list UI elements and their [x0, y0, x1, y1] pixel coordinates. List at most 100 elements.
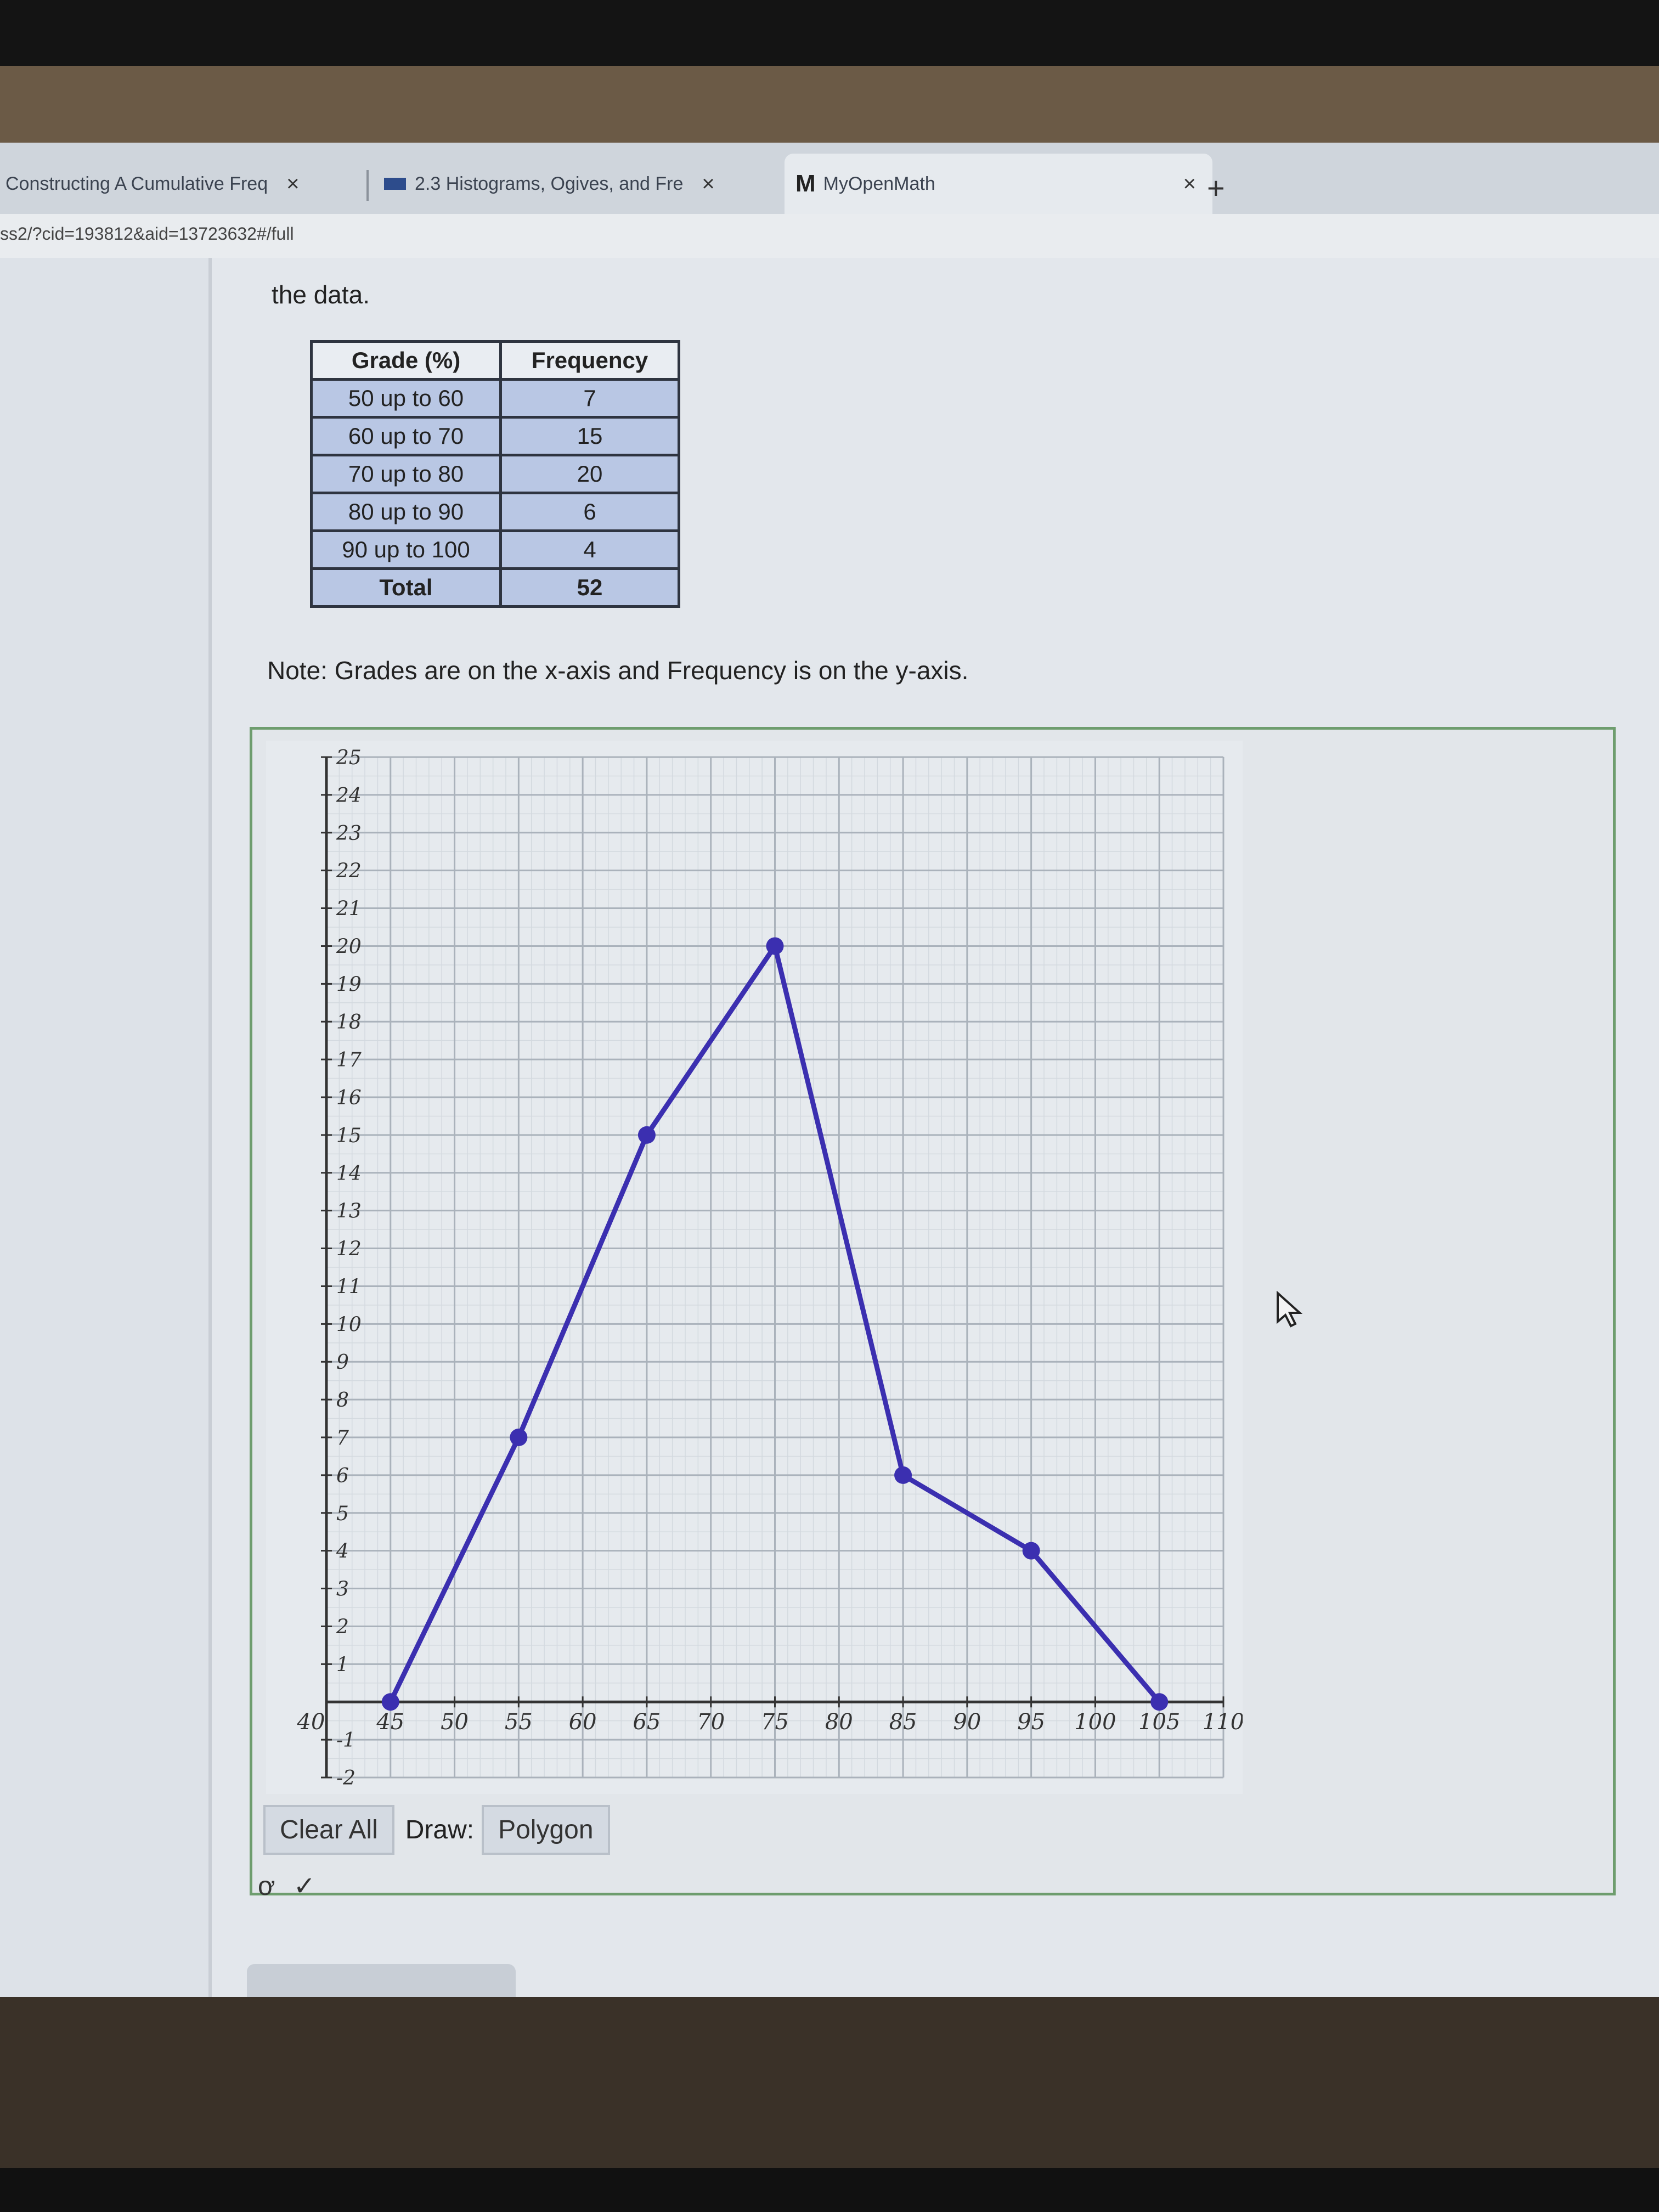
table-cell: 90 up to 100 — [310, 529, 502, 570]
y-tick-label: 13 — [336, 1200, 362, 1223]
y-tick-label: -1 — [336, 1729, 356, 1752]
data-point — [510, 1429, 528, 1446]
y-tick-label: 12 — [336, 1238, 362, 1261]
monitor-bezel-bottom — [0, 1997, 1659, 2212]
data-point — [894, 1466, 912, 1484]
tab-histograms[interactable]: 2.3 Histograms, Ogives, and Fre × — [384, 154, 768, 214]
url-text[interactable]: ss2/?cid=193812&aid=13723632#/full — [0, 224, 294, 244]
data-point — [766, 937, 784, 955]
page-content: the data. Grade (%) Frequency 50 up to 6… — [0, 258, 1659, 1997]
tab-cumulative-freq[interactable]: Constructing A Cumulative Freq × — [0, 154, 368, 214]
y-tick-label: 15 — [336, 1125, 362, 1147]
y-tick-label: 25 — [336, 747, 362, 769]
browser-tab-bar: Constructing A Cumulative Freq × 2.3 His… — [0, 143, 1659, 214]
table-cell: 4 — [499, 529, 680, 570]
close-icon[interactable]: × — [1183, 171, 1196, 196]
address-bar[interactable]: ss2/?cid=193812&aid=13723632#/full — [0, 214, 1659, 258]
table-row: 50 up to 60 7 — [310, 378, 680, 419]
draw-label: Draw: — [405, 1815, 475, 1844]
tab-label: Constructing A Cumulative Freq — [5, 173, 268, 194]
graph-controls: Clear All Draw: Polygon — [263, 1805, 610, 1855]
graph-tools: ơ ✓ — [258, 1871, 326, 1901]
x-tick-label: 50 — [441, 1709, 469, 1735]
y-tick-label: 4 — [336, 1541, 349, 1563]
x-tick-label: 85 — [889, 1709, 917, 1735]
graph-canvas[interactable]: 40 45 50 55 60 65 70 75 80 85 90 95 100 105 110-2-1123… — [266, 741, 1243, 1794]
note-text: Note: Grades are on the x-axis and Frequ… — [267, 656, 969, 685]
data-point — [1022, 1542, 1040, 1560]
table-cell: 60 up to 70 — [310, 416, 502, 456]
polygon-button[interactable]: Polygon — [482, 1805, 610, 1855]
submit-button[interactable] — [247, 1964, 516, 1997]
table-cell: 52 — [499, 567, 680, 608]
close-icon[interactable]: × — [286, 171, 300, 196]
x-tick-label: 70 — [697, 1709, 725, 1735]
x-tick-label: 95 — [1017, 1709, 1045, 1735]
x-tick-label: 55 — [505, 1709, 533, 1735]
table-cell: 20 — [499, 454, 680, 494]
x-tick-label: 100 — [1074, 1709, 1116, 1735]
y-tick-label: 1 — [336, 1654, 349, 1676]
y-tick-label: 20 — [336, 935, 362, 958]
tab-label: MyOpenMath — [823, 173, 935, 194]
y-tick-label: 24 — [336, 785, 362, 807]
intro-text: the data. — [272, 280, 370, 309]
check-icon[interactable]: ✓ — [293, 1872, 316, 1901]
y-tick-label: 3 — [336, 1578, 349, 1601]
canvas-icon — [384, 178, 406, 190]
y-tick-label: 2 — [336, 1616, 349, 1638]
gmail-icon: M — [795, 170, 816, 197]
table-cell: 70 up to 80 — [310, 454, 502, 494]
table-row: 80 up to 90 6 — [310, 492, 680, 532]
clear-all-button[interactable]: Clear All — [263, 1805, 394, 1855]
left-panel — [0, 258, 212, 1997]
x-tick-label: 80 — [825, 1709, 853, 1735]
y-tick-label: 6 — [336, 1465, 349, 1487]
table-cell: 6 — [499, 492, 680, 532]
y-tick-label: 14 — [336, 1163, 362, 1185]
x-tick-label: 90 — [953, 1709, 981, 1735]
table-row: 70 up to 80 20 — [310, 454, 680, 494]
frequency-table: Grade (%) Frequency 50 up to 60 7 60 up … — [310, 340, 680, 608]
y-tick-label: 19 — [336, 973, 362, 996]
y-tick-label: 16 — [336, 1087, 362, 1109]
mouse-cursor-icon — [1277, 1291, 1303, 1328]
y-tick-label: 11 — [336, 1276, 362, 1298]
new-tab-button[interactable]: + — [1207, 171, 1225, 205]
table-cell: Total — [310, 567, 502, 608]
close-icon[interactable]: × — [702, 171, 715, 196]
table-cell: 80 up to 90 — [310, 492, 502, 532]
y-tick-label: 5 — [336, 1503, 349, 1525]
y-tick-label: 8 — [336, 1389, 349, 1412]
pointer-tool-icon[interactable]: ơ — [258, 1872, 275, 1901]
table-row: 90 up to 100 4 — [310, 529, 680, 570]
x-tick-label: 65 — [633, 1709, 661, 1735]
table-row: 60 up to 70 15 — [310, 416, 680, 456]
tab-separator — [366, 170, 369, 201]
x-tick-label: 45 — [376, 1709, 404, 1735]
x-tick-label: 40 — [297, 1709, 325, 1735]
x-tick-label: 110 — [1203, 1709, 1243, 1735]
table-total-row: Total 52 — [310, 567, 680, 608]
x-tick-label: 105 — [1138, 1709, 1180, 1735]
tab-myopenmath[interactable]: M MyOpenMath × — [785, 154, 1212, 214]
y-tick-label: 18 — [336, 1011, 362, 1034]
table-cell: 50 up to 60 — [310, 378, 502, 419]
table-header: Grade (%) — [310, 340, 502, 381]
y-tick-label: 17 — [336, 1049, 362, 1071]
table-cell: 15 — [499, 416, 680, 456]
data-point — [381, 1693, 399, 1711]
y-tick-label: 23 — [336, 822, 362, 845]
y-tick-label: 10 — [336, 1313, 362, 1336]
y-tick-label: 9 — [336, 1351, 349, 1374]
screen: Constructing A Cumulative Freq × 2.3 His… — [0, 143, 1659, 1997]
background-wall — [0, 66, 1659, 154]
tab-label: 2.3 Histograms, Ogives, and Fre — [415, 173, 684, 194]
x-tick-label: 75 — [761, 1709, 789, 1735]
table-header: Frequency — [499, 340, 680, 381]
monitor-bezel-top — [0, 0, 1659, 66]
data-point — [637, 1126, 656, 1144]
y-tick-label: 7 — [336, 1427, 349, 1449]
y-tick-label: 21 — [336, 898, 362, 921]
table-cell: 7 — [499, 378, 680, 419]
